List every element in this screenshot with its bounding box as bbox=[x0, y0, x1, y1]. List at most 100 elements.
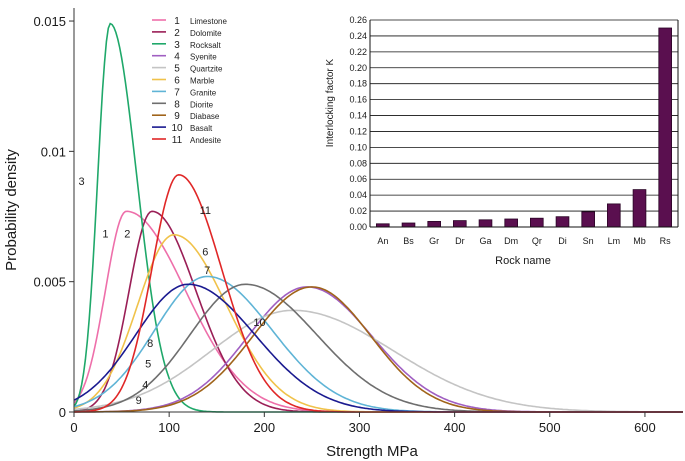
legend-label: Limestone bbox=[190, 17, 227, 26]
curve-label-basalt: 10 bbox=[253, 317, 265, 329]
inset-axes bbox=[369, 20, 679, 228]
main-y-tick-label: 0 bbox=[59, 405, 66, 420]
inset-bar-chart: 0.00 0.02 0.04 0.06 0.08 0.10 0.12 0.14 0.16 0.18… bbox=[318, 12, 680, 270]
inset-x-tick-label: Gr bbox=[429, 236, 439, 246]
inset-y-tick-label: 0.12 bbox=[349, 126, 367, 136]
inset-x-tick-label: Dr bbox=[455, 236, 465, 246]
curve-label-andesite: 11 bbox=[200, 205, 211, 217]
inset-bar-ga bbox=[478, 219, 493, 228]
inset-x-tick-label: Sn bbox=[583, 236, 594, 246]
inset-y-axis-label: Interlocking factor K bbox=[325, 58, 336, 147]
main-legend: 1 Limestone 2 Dolomite 3 Rocksalt 4 Syenite 5 Qua… bbox=[152, 16, 227, 146]
legend-number: 4 bbox=[174, 52, 180, 63]
main-x-tick-label: 200 bbox=[253, 420, 275, 435]
curve-label-dolomite: 2 bbox=[124, 228, 130, 240]
curve-syenite bbox=[74, 286, 683, 413]
legend-number: 11 bbox=[172, 135, 183, 146]
inset-x-tick-label: Ga bbox=[479, 236, 491, 246]
legend-label: Syenite bbox=[190, 53, 217, 62]
inset-y-tick-label: 0.14 bbox=[349, 111, 367, 121]
curve-diorite bbox=[73, 283, 683, 413]
inset-x-tick-label: Mb bbox=[633, 236, 646, 246]
inset-x-axis-label: Rock name bbox=[495, 255, 551, 267]
inset-bar-rs bbox=[658, 27, 672, 228]
curve-label-granite: 7 bbox=[204, 265, 210, 277]
inset-bar-lm bbox=[607, 203, 621, 228]
inset-x-tick-label: Bs bbox=[403, 236, 414, 246]
inset-bar-sn bbox=[581, 211, 595, 228]
main-x-tick-labels: 0 100 200 300 400 500 600 bbox=[70, 420, 655, 435]
inset-y-tick-label: 0.08 bbox=[349, 158, 367, 168]
legend-number: 3 bbox=[174, 40, 180, 51]
inset-y-tick-label: 0.04 bbox=[349, 190, 367, 200]
inset-x-tick-label: Lm bbox=[608, 236, 621, 246]
inset-y-tick-label: 0.10 bbox=[349, 142, 367, 152]
legend-number: 1 bbox=[174, 16, 180, 27]
legend-label: Diorite bbox=[190, 100, 214, 109]
inset-x-tick-label: An bbox=[377, 236, 388, 246]
inset-x-tick-label: Rs bbox=[660, 236, 671, 246]
legend-number: 7 bbox=[174, 87, 180, 98]
curve-label-rocksalt: 3 bbox=[79, 176, 85, 188]
main-x-tick-label: 100 bbox=[158, 420, 180, 435]
legend-label: Diabase bbox=[190, 112, 220, 121]
curve-label-diabase: 9 bbox=[136, 395, 142, 407]
inset-gridlines bbox=[370, 19, 678, 228]
inset-x-tick-label: Qr bbox=[532, 236, 542, 246]
legend-label: Marble bbox=[190, 77, 215, 86]
inset-x-tick-label: Di bbox=[558, 236, 567, 246]
inset-bar-mb bbox=[632, 189, 647, 228]
inset-y-tick-label: 0.26 bbox=[349, 15, 367, 25]
legend-number: 9 bbox=[174, 111, 180, 122]
legend-number: 5 bbox=[174, 64, 180, 75]
main-x-tick-label: 500 bbox=[539, 420, 561, 435]
main-y-tick-label: 0.015 bbox=[33, 14, 66, 29]
curve-label-quartzite: 5 bbox=[145, 359, 151, 371]
legend-label: Granite bbox=[190, 88, 217, 97]
legend-number: 6 bbox=[174, 76, 180, 87]
main-x-tick-label: 400 bbox=[444, 420, 466, 435]
curve-diabase bbox=[74, 286, 683, 413]
curve-label-diorite: 8 bbox=[147, 338, 153, 350]
inset-x-tick-labels: An Bs Gr Dr Ga Dm Qr Di Sn Lm Mb Rs bbox=[377, 236, 671, 246]
inset-y-tick-label: 0.18 bbox=[349, 79, 367, 89]
legend-label: Quartzite bbox=[190, 65, 223, 74]
legend-label: Rocksalt bbox=[190, 41, 221, 50]
curve-number-labels: 1 2 3 4 5 6 7 8 9 10 11 bbox=[79, 176, 266, 407]
curve-label-syenite: 4 bbox=[142, 380, 148, 392]
legend-number: 8 bbox=[174, 99, 180, 110]
inset-bar-di bbox=[555, 216, 570, 228]
inset-background bbox=[318, 12, 680, 270]
main-y-tick-labels: 0 0.005 0.01 0.015 bbox=[33, 14, 66, 420]
main-y-tick-label: 0.01 bbox=[41, 144, 66, 159]
legend-label: Basalt bbox=[190, 124, 213, 133]
main-x-tick-label: 0 bbox=[70, 420, 77, 435]
inset-bar-qr bbox=[530, 217, 544, 228]
inset-bar-dr bbox=[452, 220, 467, 228]
legend-label: Dolomite bbox=[190, 29, 222, 38]
main-axes bbox=[69, 8, 683, 417]
main-x-tick-label: 300 bbox=[349, 420, 371, 435]
legend-number: 10 bbox=[171, 123, 183, 134]
inset-bar-gr bbox=[427, 220, 441, 228]
inset-x-tick-label: Dm bbox=[504, 236, 518, 246]
inset-y-tick-label: 0.24 bbox=[349, 31, 367, 41]
legend-number: 2 bbox=[174, 28, 180, 39]
inset-bar-bs bbox=[401, 222, 416, 228]
inset-y-tick-label: 0.22 bbox=[349, 47, 367, 57]
curve-basalt bbox=[73, 283, 683, 413]
curve-quartzite bbox=[73, 309, 684, 413]
curve-label-limestone: 1 bbox=[102, 228, 108, 240]
inset-bar-dm bbox=[504, 218, 518, 228]
inset-y-tick-label: 0.02 bbox=[349, 206, 367, 216]
main-x-axis-label: Strength MPa bbox=[326, 443, 418, 460]
inset-y-tick-label: 0.06 bbox=[349, 174, 367, 184]
main-x-tick-label: 600 bbox=[634, 420, 656, 435]
main-y-tick-label: 0.005 bbox=[33, 275, 66, 290]
inset-y-tick-label: 0.16 bbox=[349, 95, 367, 105]
legend-label: Andesite bbox=[190, 136, 222, 145]
inset-y-tick-label: 0.00 bbox=[349, 222, 367, 232]
main-y-axis-label: Probability density bbox=[3, 149, 20, 271]
